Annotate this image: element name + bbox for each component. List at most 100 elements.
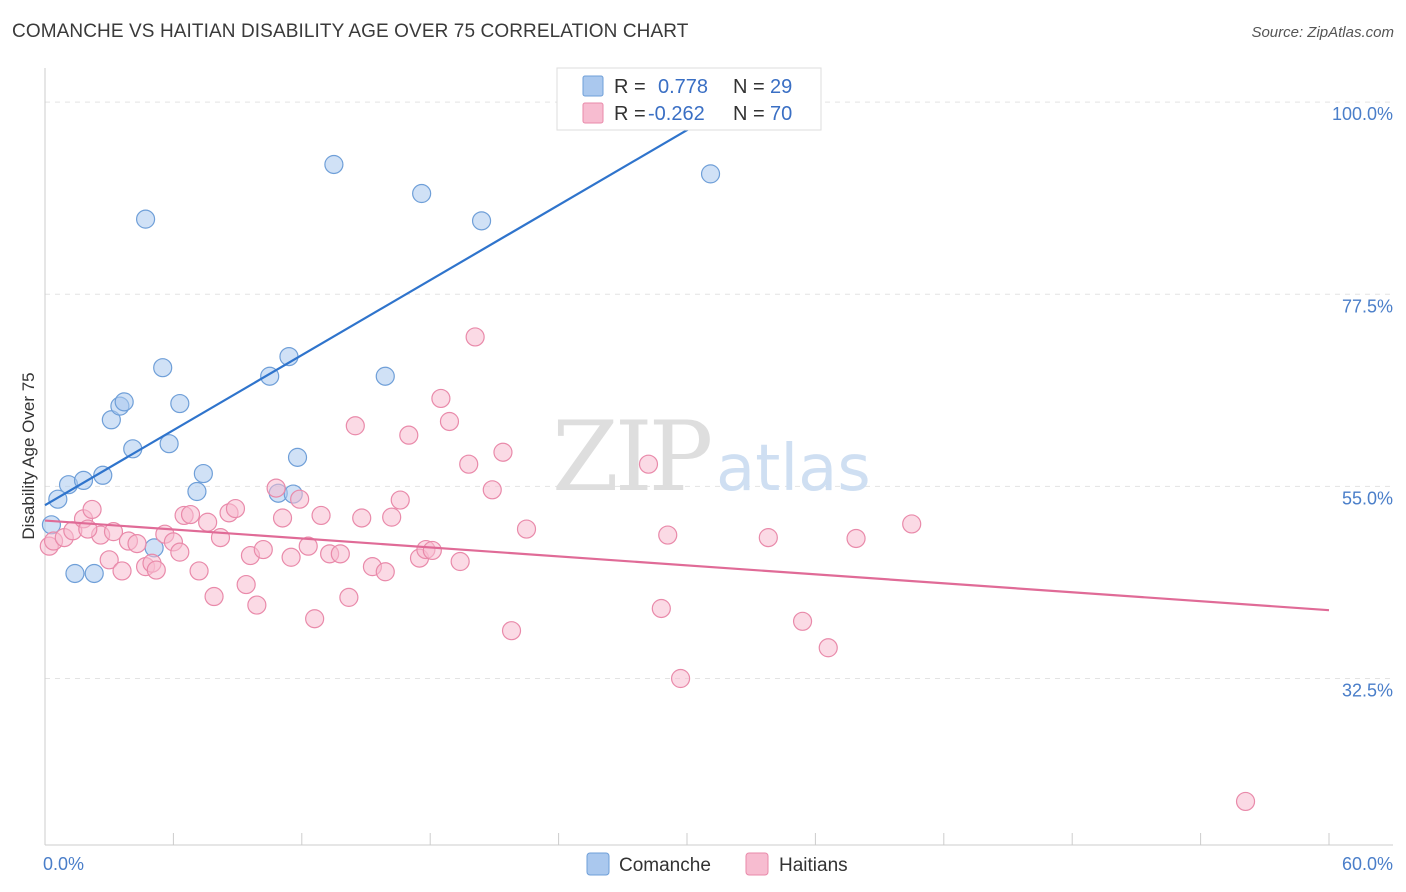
data-point-haitians — [450, 551, 470, 572]
bottom-legend-label-haitians: Haitians — [779, 855, 848, 876]
data-point-comanche — [153, 358, 173, 378]
data-point-haitians — [103, 522, 124, 542]
data-point-haitians — [146, 560, 166, 580]
data-point-haitians — [792, 611, 813, 631]
data-point-haitians — [902, 514, 922, 534]
data-point-haitians — [422, 540, 442, 561]
data-point-comanche — [65, 563, 85, 584]
legend-swatch-comanche — [582, 75, 604, 97]
data-point-comanche — [700, 164, 721, 184]
data-point-haitians — [501, 621, 522, 641]
data-point-comanche — [287, 447, 308, 467]
data-point-haitians — [439, 411, 460, 432]
data-points — [39, 75, 1256, 812]
legend-n-label-haitians: N = — [733, 103, 765, 125]
data-point-haitians — [399, 425, 419, 445]
data-point-haitians — [493, 442, 513, 462]
data-point-haitians — [1235, 791, 1256, 812]
chart-source: Source: ZipAtlas.com — [1251, 24, 1394, 41]
data-point-haitians — [204, 586, 224, 607]
data-point-haitians — [180, 504, 201, 525]
data-point-comanche — [93, 465, 113, 485]
y-tick-label: 55.0% — [1342, 488, 1393, 508]
data-point-haitians — [272, 508, 293, 528]
data-point-comanche — [159, 434, 179, 454]
legend-r-value-haitians: -0.262 — [648, 103, 705, 125]
trend-lines — [44, 84, 1330, 612]
data-point-haitians — [112, 561, 132, 581]
data-point-haitians — [651, 598, 671, 619]
data-point-haitians — [198, 512, 218, 532]
x-tick-label-end: 60.0% — [1342, 854, 1393, 874]
tick-labels: 32.5% 55.0% 77.5% 100.0% 0.0% 60.0% — [43, 104, 1393, 874]
legend-r-value-comanche: 0.778 — [658, 76, 708, 98]
data-point-haitians — [290, 489, 310, 509]
data-point-haitians — [82, 499, 102, 520]
y-tick-label: 77.5% — [1342, 296, 1393, 316]
data-point-comanche — [135, 209, 156, 229]
data-point-haitians — [266, 478, 286, 498]
data-point-haitians — [330, 544, 350, 564]
data-point-haitians — [375, 562, 395, 582]
data-point-haitians — [311, 505, 331, 526]
legend-r-label-comanche: R = — [614, 76, 646, 98]
bottom-legend-swatch-haitians — [745, 852, 769, 876]
data-point-haitians — [339, 587, 359, 607]
trend-line-comanche — [44, 84, 765, 507]
data-point-haitians — [465, 327, 485, 347]
stats-legend: R = 0.778 N = 29 R = -0.262 N = 70 — [556, 67, 822, 131]
data-point-haitians — [345, 416, 365, 436]
data-point-comanche — [170, 393, 190, 414]
watermark-atlas: atlas — [716, 432, 871, 506]
data-point-haitians — [638, 454, 659, 474]
data-point-comanche — [114, 392, 134, 412]
axes — [44, 68, 1393, 846]
data-point-haitians — [482, 480, 502, 500]
data-point-haitians — [281, 547, 301, 567]
bottom-legend: Comanche Haitians — [586, 852, 848, 876]
data-point-haitians — [382, 507, 402, 527]
watermark-zip: ZIP — [552, 401, 711, 513]
data-point-haitians — [431, 388, 451, 409]
data-point-haitians — [459, 454, 479, 474]
data-point-haitians — [516, 519, 537, 539]
data-point-haitians — [305, 609, 325, 629]
data-point-comanche — [375, 366, 395, 386]
data-point-haitians — [127, 533, 147, 554]
data-point-comanche — [412, 183, 432, 204]
bottom-legend-swatch-comanche — [586, 852, 610, 876]
trend-line-haitians — [44, 519, 1330, 612]
data-point-haitians — [758, 528, 778, 548]
data-point-comanche — [324, 154, 344, 175]
data-point-comanche — [187, 481, 207, 502]
y-axis-title: Disability Age Over 75 — [19, 372, 38, 539]
data-point-haitians — [390, 490, 410, 510]
data-point-haitians — [818, 638, 838, 658]
data-point-haitians — [236, 574, 256, 595]
data-point-haitians — [225, 498, 246, 519]
watermark: ZIP atlas — [552, 401, 871, 513]
data-point-comanche — [101, 410, 121, 430]
data-point-comanche — [193, 463, 213, 484]
legend-r-label-haitians: R = — [614, 103, 646, 125]
y-tick-label: 100.0% — [1332, 104, 1393, 124]
data-point-haitians — [189, 561, 209, 581]
bottom-legend-label-comanche: Comanche — [619, 855, 711, 876]
y-tick-label: 32.5% — [1342, 681, 1393, 701]
data-point-haitians — [658, 525, 678, 545]
data-point-haitians — [170, 542, 190, 562]
legend-n-value-comanche: 29 — [770, 76, 792, 98]
data-point-haitians — [352, 508, 372, 528]
data-point-haitians — [247, 595, 267, 615]
data-point-haitians — [99, 550, 119, 570]
data-point-haitians — [253, 539, 273, 560]
x-tick-label-start: 0.0% — [43, 854, 84, 874]
legend-n-label-comanche: N = — [733, 76, 765, 98]
chart-title: COMANCHE VS HAITIAN DISABILITY AGE OVER … — [12, 21, 689, 42]
data-point-haitians — [670, 668, 691, 689]
legend-n-value-haitians: 70 — [770, 103, 792, 125]
data-point-comanche — [471, 211, 492, 231]
legend-swatch-haitians — [582, 102, 604, 124]
data-point-haitians — [846, 528, 866, 549]
